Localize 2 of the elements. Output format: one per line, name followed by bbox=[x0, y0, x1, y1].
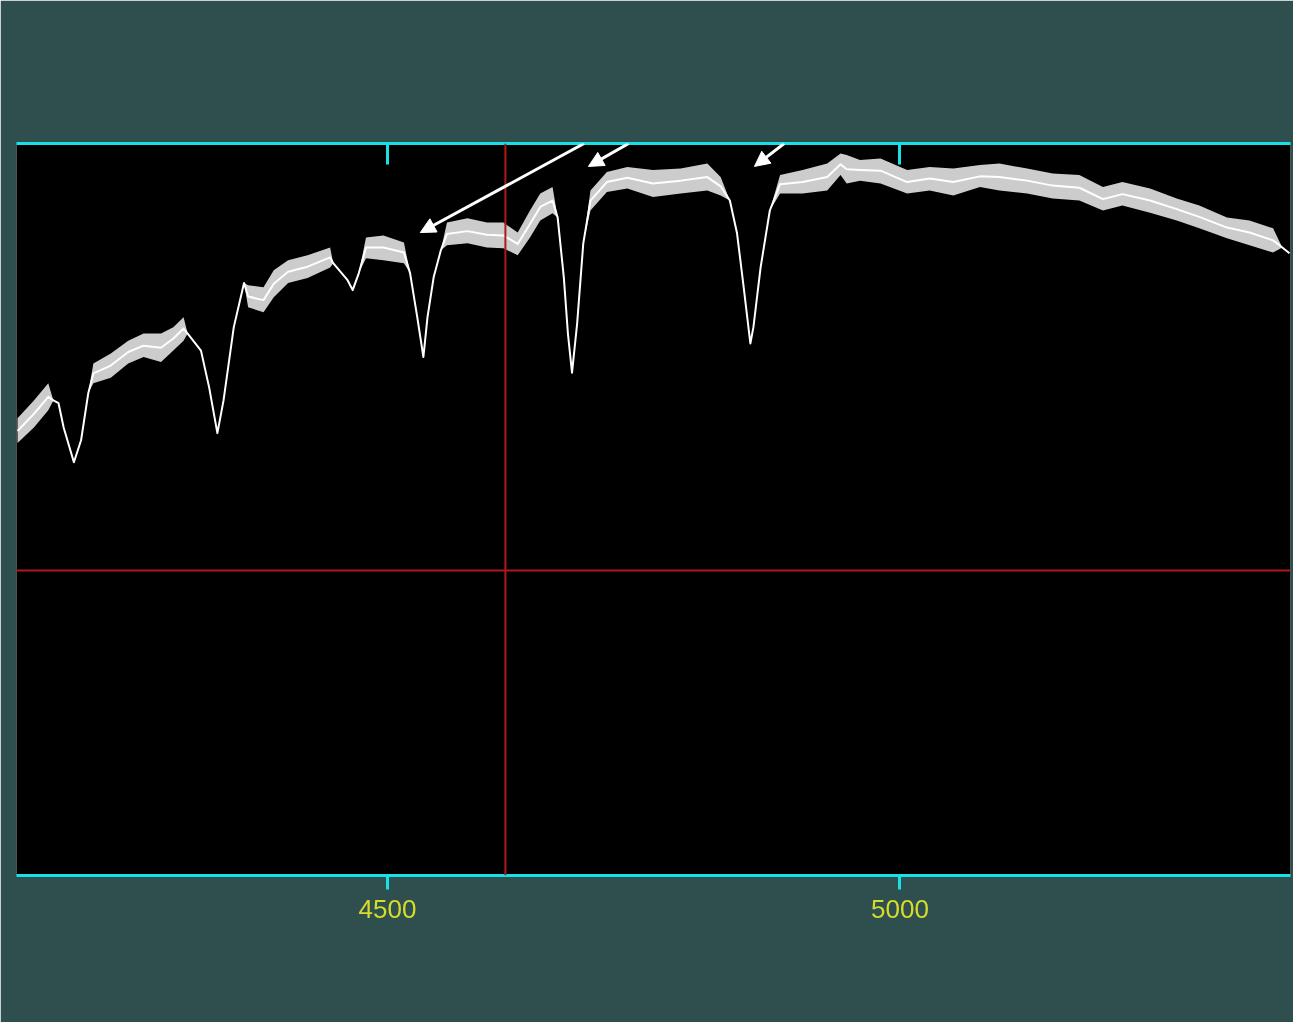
x-tick-label: 5000 bbox=[871, 893, 929, 924]
x-tick-label: 4500 bbox=[358, 893, 417, 924]
